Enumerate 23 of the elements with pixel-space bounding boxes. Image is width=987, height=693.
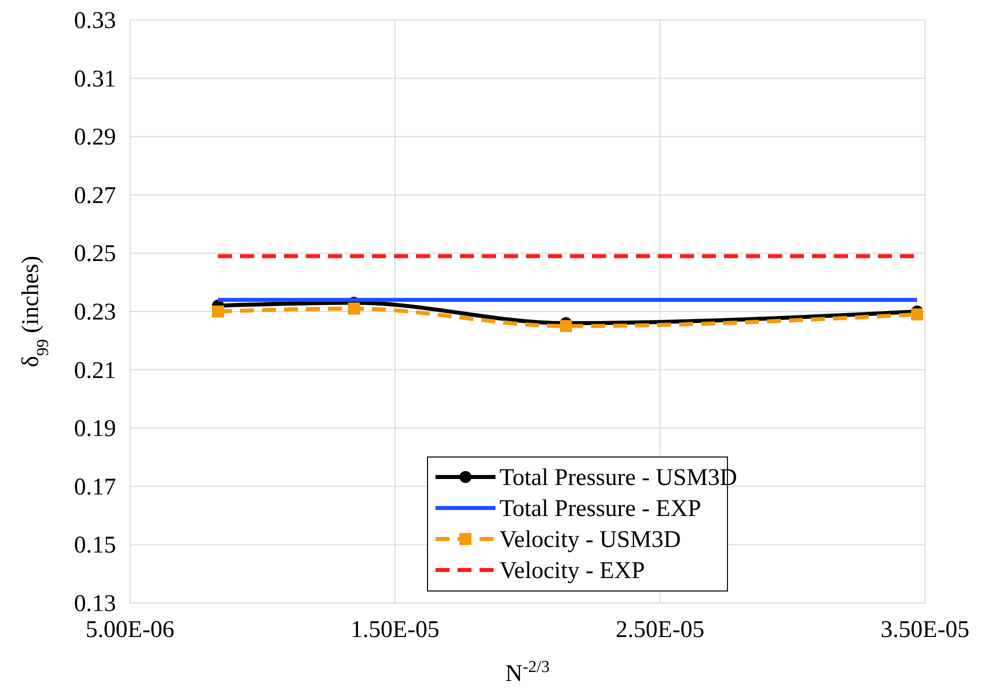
point (348, 302, 360, 315)
point (911, 308, 924, 320)
legend-label: Total Pressure - EXP (500, 496, 702, 522)
y-tick-label: 0.23 (74, 300, 116, 326)
y-tick-label: 0.19 (74, 416, 116, 442)
x-tick-label: 2.50E-05 (616, 617, 704, 643)
point (560, 320, 572, 332)
y-tick-label: 0.13 (74, 591, 116, 617)
legend-label: Velocity - USM3D (500, 527, 681, 553)
y-tick-label: 0.33 (74, 8, 116, 34)
x-tick-label: 5.00E-06 (86, 617, 174, 643)
y-tick-label: 0.25 (74, 241, 116, 268)
y-tick-label: 0.31 (74, 66, 116, 92)
x-tick-label: 3.50E-05 (880, 617, 970, 643)
y-tick-label: 0.17 (74, 474, 116, 500)
y-tick-label: 0.29 (74, 124, 116, 151)
x-tick-label: 1.50E-05 (350, 617, 440, 643)
x-axis-title: N$^{-2/3}$ (505, 656, 550, 687)
y-tick-label: 0.21 (74, 358, 116, 384)
legend-label: Velocity - EXP (500, 558, 645, 584)
point (212, 306, 224, 318)
y-tick-label: 0.15 (74, 532, 116, 559)
y-tick-label: 0.27 (74, 182, 116, 209)
